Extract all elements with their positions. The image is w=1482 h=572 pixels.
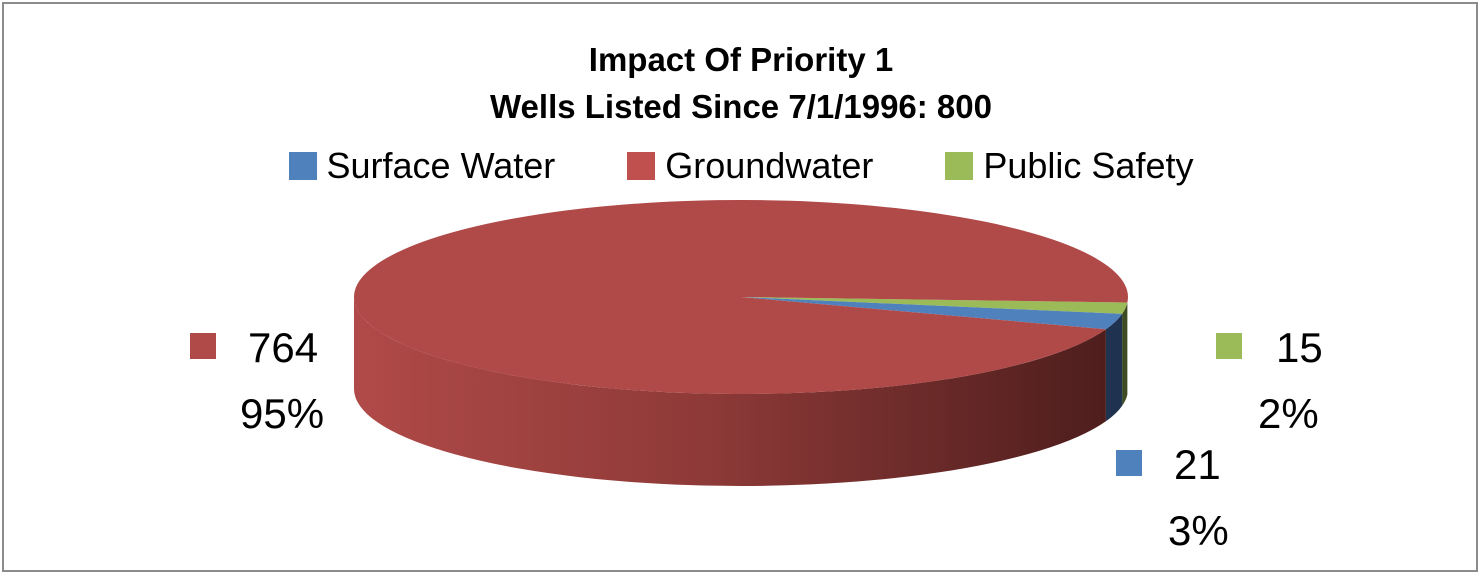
legend-entry-groundwater: Groundwater — [627, 144, 873, 188]
pie-side-walls — [354, 297, 1128, 486]
legend-swatch-groundwater — [627, 152, 656, 180]
data-label-percent-public-safety: 2% — [1258, 390, 1319, 437]
data-label-swatch-surface-water — [1116, 450, 1142, 476]
data-label-value-surface-water: 21 — [1174, 441, 1221, 488]
data-label-public-safety: 15 2% — [1216, 324, 1323, 437]
legend-entry-surface-water: Surface Water — [288, 144, 556, 188]
pie-slice-groundwater — [354, 199, 1129, 394]
legend-label-groundwater: Groundwater — [665, 145, 874, 186]
pie-slice-public-safety — [741, 297, 1128, 314]
legend-entry-public-safety: Public Safety — [945, 144, 1193, 188]
data-label-surface-water: 21 3% — [1116, 441, 1229, 554]
legend-swatch-surface-water — [288, 152, 317, 180]
chart-title-line-2: Wells Listed Since 7/1/1996: 800 — [490, 88, 992, 125]
data-label-swatch-public-safety — [1216, 333, 1242, 359]
pie-side-public-safety — [1122, 302, 1128, 406]
pie-side-surface-water — [1105, 313, 1123, 422]
data-label-value-groundwater: 764 — [248, 324, 318, 371]
legend-label-public-safety: Public Safety — [983, 145, 1194, 186]
chart-legend: Surface Water Groundwater Public Safety — [0, 144, 1482, 188]
legend-label-surface-water: Surface Water — [326, 145, 556, 186]
pie-side-groundwater — [354, 297, 1106, 486]
data-label-percent-surface-water: 3% — [1168, 507, 1229, 554]
data-label-groundwater: 764 95% — [190, 324, 324, 437]
data-label-value-public-safety: 15 — [1276, 324, 1323, 371]
legend-swatch-public-safety — [945, 152, 974, 180]
pie-slice-surface-water — [741, 297, 1123, 330]
data-label-swatch-groundwater — [190, 333, 216, 359]
chart-title-line-1: Impact Of Priority 1 — [588, 41, 894, 78]
pie-top-faces — [354, 199, 1129, 394]
data-label-percent-groundwater: 95% — [240, 390, 324, 437]
